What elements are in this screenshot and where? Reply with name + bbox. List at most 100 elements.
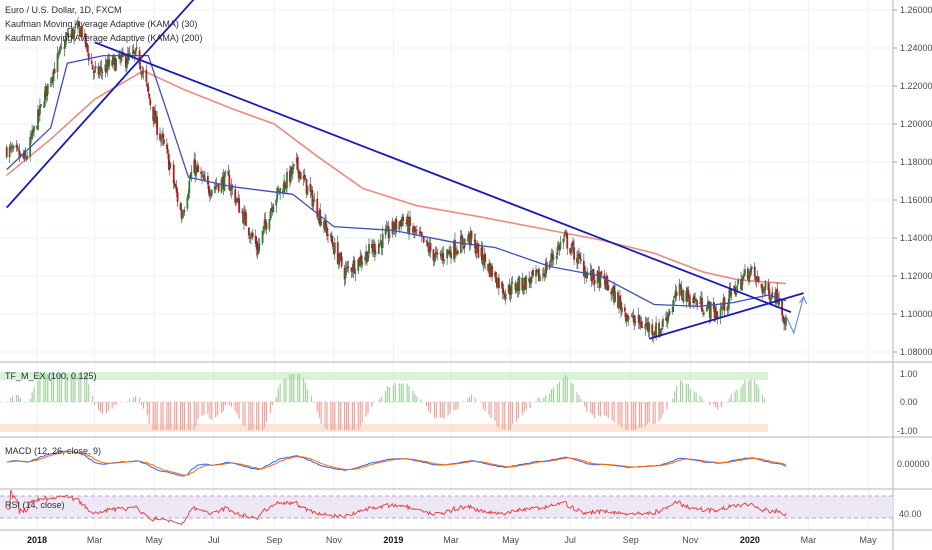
candle-body [528, 278, 531, 282]
tfm-bar [201, 402, 203, 416]
candle-body [87, 53, 90, 61]
price-tick-label: 1.16000 [900, 195, 932, 205]
candle-body [146, 83, 149, 86]
candle-body [654, 332, 657, 336]
candle-body [483, 254, 486, 265]
tfm-bar [101, 402, 104, 415]
candle-body [290, 167, 293, 174]
candle-body [78, 21, 80, 27]
tfm-bar [662, 402, 664, 415]
tfm-bar [39, 374, 41, 402]
trendlines[interactable] [6, 0, 808, 340]
candle-body [374, 252, 377, 254]
candle-body [49, 81, 52, 83]
candle-body [603, 274, 606, 280]
candle-body [156, 116, 159, 135]
price-tick-label: 1.14000 [900, 233, 932, 243]
candle-body [617, 292, 619, 309]
candle-body [755, 277, 758, 282]
candle-body [419, 233, 422, 234]
tfm-bar [271, 402, 273, 406]
candle-body [708, 305, 711, 318]
tfm-bar [353, 402, 355, 430]
study-kama-200[interactable]: Kaufman Moving Average Adaptive (KAMA) (… [5, 33, 202, 43]
candle-body [681, 297, 684, 301]
trendline-falling-resistance[interactable] [94, 41, 792, 313]
candle-body [395, 219, 398, 230]
price-pane[interactable] [5, 0, 808, 344]
tfm-bar [740, 387, 742, 402]
tfm-bar [193, 402, 195, 430]
candle-body [40, 104, 42, 107]
projection-path[interactable] [785, 296, 805, 335]
candle-body [264, 219, 267, 224]
candle-body [333, 242, 336, 254]
tfm-bar [521, 402, 523, 416]
candle-body [450, 252, 452, 259]
candle-body [733, 285, 736, 290]
candle-body [380, 240, 383, 249]
candle-body [496, 282, 498, 288]
rsi-pane[interactable]: RSI (14, close) [0, 490, 893, 526]
tfm-bar [37, 380, 39, 402]
candle-body [313, 199, 316, 202]
candle-body [353, 259, 356, 273]
tfm-bar [679, 380, 682, 402]
candle-body [59, 46, 62, 49]
tfm-bar [179, 402, 182, 430]
candle-body [714, 312, 717, 317]
candle-body [659, 329, 661, 337]
tfm-bar [154, 402, 156, 430]
candle-body [193, 159, 196, 173]
candle-body [582, 260, 585, 276]
candle-body [762, 288, 765, 293]
tfm-bar [504, 402, 506, 430]
tfm-bar [672, 398, 674, 402]
tfm-bar [408, 386, 410, 402]
candle-body [775, 289, 778, 304]
trendline-rising-support[interactable] [6, 0, 203, 209]
tfm-histogram [10, 374, 766, 430]
candle-body [101, 72, 104, 74]
candle-body [422, 236, 425, 243]
chart-legend[interactable]: Euro / U.S. Dollar, 1D, FXCM Kaufman Mov… [5, 5, 202, 43]
tfm-bar [761, 394, 764, 402]
candle-body [344, 268, 347, 279]
study-kama-30[interactable]: Kaufman Moving Average Adaptive (KAMA) (… [5, 19, 197, 29]
candle-body [92, 71, 95, 73]
candle-body [414, 226, 416, 233]
price-axis[interactable]: 1.26000 1.24000 1.22000 1.20000 1.18000 1.160… [893, 5, 932, 357]
candle-body [699, 303, 701, 304]
rsi-band [0, 496, 893, 518]
tfm-bar [394, 383, 396, 402]
candle-body [173, 183, 176, 187]
candle-body [432, 249, 435, 261]
candle-body [262, 226, 265, 231]
candle-body [283, 181, 285, 193]
kama-200-path [6, 69, 787, 285]
candle-body [345, 266, 348, 270]
candle-body [686, 288, 689, 302]
trendline-lower-support[interactable] [649, 292, 804, 340]
tfm-bar [666, 402, 668, 410]
tfm-bar [11, 396, 14, 402]
candle-body [757, 276, 760, 283]
candle-body [735, 293, 738, 296]
time-month-label: Nov [682, 535, 699, 545]
tfm-bar [203, 402, 205, 415]
tfm-bar [414, 394, 416, 402]
macd-pane[interactable]: MACD (12, 26, close, 9) [5, 446, 787, 477]
candle-body [671, 306, 674, 312]
tfm-pane[interactable]: TF_M_EX (100, 0.125) [0, 371, 768, 432]
candle-body [124, 56, 127, 68]
candle-body [119, 55, 121, 59]
time-axis[interactable]: 2018 Mar May Jul Sep Nov 2019 Mar May Jul Sep Nov 20… [27, 535, 877, 545]
candle-body [502, 293, 505, 295]
tfm-bar [236, 402, 238, 415]
tfm-bar [400, 383, 402, 402]
candle-body [336, 242, 339, 264]
candle-body [97, 66, 100, 75]
candle-body [764, 282, 767, 290]
candle-body [197, 165, 200, 173]
